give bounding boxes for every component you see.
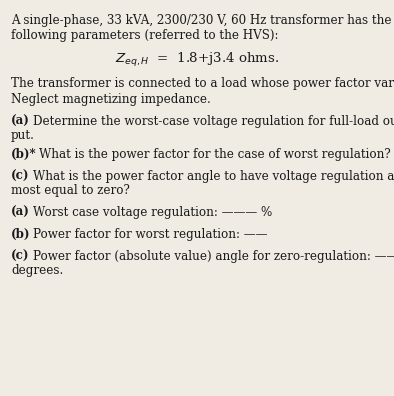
- Text: degrees.: degrees.: [11, 264, 63, 277]
- Text: (c): (c): [11, 250, 30, 263]
- Text: What is the power factor angle to have voltage regulation al-: What is the power factor angle to have v…: [33, 170, 394, 183]
- Text: A single-phase, 33 kVA, 2300/230 V, 60 Hz transformer has the: A single-phase, 33 kVA, 2300/230 V, 60 H…: [11, 14, 392, 27]
- Text: The transformer is connected to a load whose power factor varies.: The transformer is connected to a load w…: [11, 78, 394, 91]
- Text: (b)*: (b)*: [11, 148, 37, 161]
- Text: (a): (a): [11, 206, 30, 219]
- Text: put.: put.: [11, 129, 35, 142]
- Text: Neglect magnetizing impedance.: Neglect magnetizing impedance.: [11, 93, 211, 106]
- Text: (b): (b): [11, 228, 30, 241]
- Text: most equal to zero?: most equal to zero?: [11, 184, 130, 197]
- Text: Worst case voltage regulation: ——— %: Worst case voltage regulation: ——— %: [33, 206, 272, 219]
- Text: Determine the worst-case voltage regulation for full-load out-: Determine the worst-case voltage regulat…: [33, 115, 394, 128]
- Text: Power factor for worst regulation: ——: Power factor for worst regulation: ——: [33, 228, 268, 241]
- Text: What is the power factor for the case of worst regulation?: What is the power factor for the case of…: [39, 148, 391, 161]
- Text: following parameters (referred to the HVS):: following parameters (referred to the HV…: [11, 29, 279, 42]
- Text: Power factor (absolute value) angle for zero-regulation: ——: Power factor (absolute value) angle for …: [33, 250, 394, 263]
- Text: (a): (a): [11, 115, 30, 128]
- Text: (c): (c): [11, 170, 30, 183]
- Text: $Z_{eq,H}$  =  1.8+j3.4 ohms.: $Z_{eq,H}$ = 1.8+j3.4 ohms.: [115, 51, 279, 70]
